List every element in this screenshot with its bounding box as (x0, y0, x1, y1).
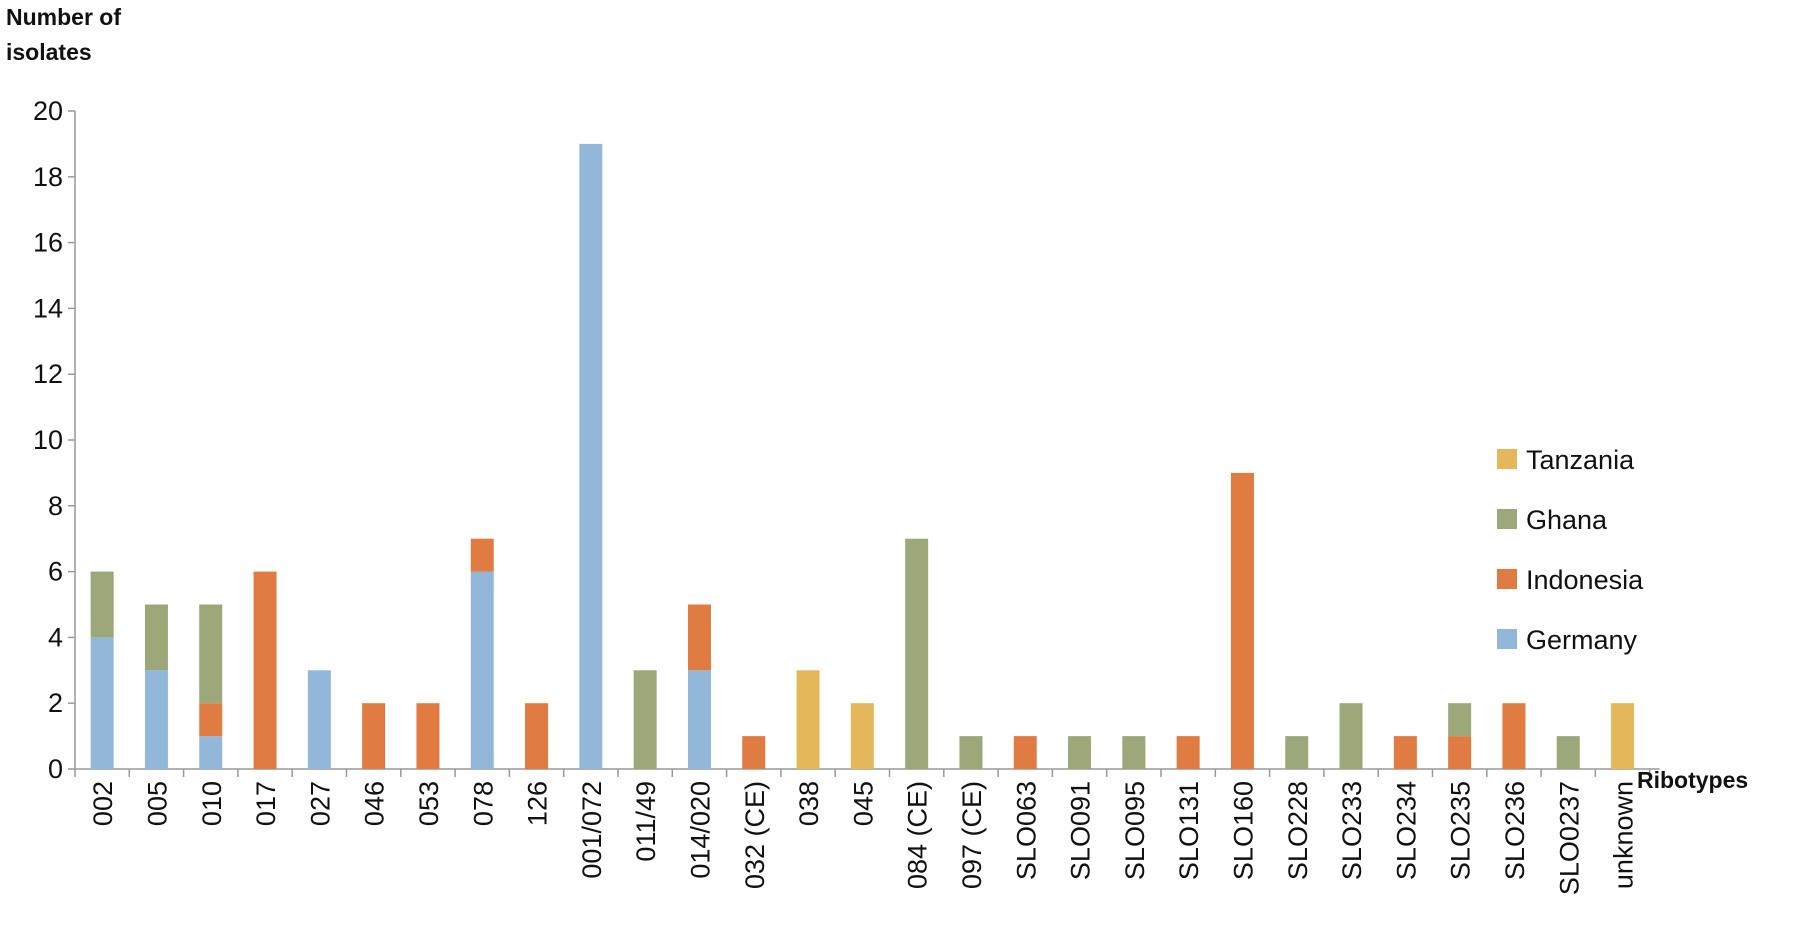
x-tick-label: 014/020 (685, 781, 715, 879)
y-tick-label: 18 (33, 162, 63, 192)
y-tick-label: 20 (33, 96, 63, 126)
y-tick-label: 14 (33, 293, 63, 323)
y-tick-label: 6 (48, 557, 63, 587)
legend-swatch (1497, 629, 1517, 649)
bar-segment (1611, 703, 1635, 769)
x-axis-title: Ribotypes (1637, 767, 1748, 793)
bar-segment (307, 670, 331, 769)
bar-segment (687, 670, 711, 769)
x-tick-label: SLO235 (1446, 781, 1476, 880)
bar-segment (144, 604, 168, 671)
x-tick-label: SLO0237 (1554, 781, 1584, 895)
y-tick-label: 4 (48, 622, 63, 652)
bar-segment (1556, 736, 1580, 769)
bar-segment (1230, 472, 1254, 769)
x-tick-label: 097 (CE) (957, 781, 987, 889)
bar-segment (633, 670, 657, 769)
bar-segment (199, 703, 223, 737)
x-tick-label: 005 (142, 781, 172, 826)
bar-segment (1122, 736, 1146, 769)
bar-segment (850, 703, 874, 769)
x-tick-label: SLO228 (1283, 781, 1313, 880)
legend-swatch (1497, 569, 1517, 589)
bar-segment (416, 703, 440, 769)
bar-segment (1068, 736, 1092, 769)
bar-segment (525, 703, 549, 769)
x-tick-label: SLO063 (1011, 781, 1041, 880)
bar-segment (959, 736, 983, 769)
bar-segment (253, 571, 277, 769)
bar-segment (796, 670, 820, 769)
bar-segment (1502, 703, 1526, 769)
y-tick-label: 8 (48, 491, 63, 521)
bar-segment (579, 143, 603, 769)
bar-segment (1448, 703, 1472, 737)
x-tick-label: SLO131 (1174, 781, 1204, 880)
legend-label: Ghana (1526, 505, 1608, 535)
x-tick-label: 084 (CE) (903, 781, 933, 889)
x-tick-label: 011/49 (631, 781, 661, 862)
y-tick-label: 16 (33, 228, 63, 258)
bar-segment (742, 736, 766, 769)
x-tick-label: SLO236 (1500, 781, 1530, 880)
x-tick-label: 002 (88, 781, 118, 826)
legend-label: Indonesia (1526, 565, 1644, 595)
bar-segment (1393, 736, 1417, 769)
bar-segment (362, 703, 386, 769)
legend-label: Tanzania (1526, 445, 1635, 475)
legend-label: Germany (1526, 625, 1638, 655)
y-tick-label: 0 (48, 754, 63, 784)
bar-segment (1448, 736, 1472, 769)
bar-segment (199, 604, 223, 704)
bar-segment (1285, 736, 1309, 769)
x-tick-label: 045 (848, 781, 878, 826)
x-tick-label: 038 (794, 781, 824, 826)
bar-segment (144, 670, 168, 769)
x-tick-label: 027 (305, 781, 335, 826)
x-tick-label: 078 (468, 781, 498, 826)
x-tick-label: SLO160 (1228, 781, 1258, 880)
x-tick-label: SLO234 (1391, 781, 1421, 880)
x-tick-label: 017 (251, 781, 281, 826)
y-tick-label: 2 (48, 688, 63, 718)
bar-segment (1176, 736, 1200, 769)
y-axis-title: Number of isolates (6, 4, 121, 65)
x-tick-label: unknown (1609, 781, 1639, 889)
bar-segment (199, 736, 223, 769)
y-tick-label: 12 (33, 359, 63, 389)
bar-segment (90, 637, 114, 769)
bar-segment (905, 538, 929, 769)
x-tick-label: 001/072 (577, 781, 607, 879)
x-tick-label: 032 (CE) (740, 781, 770, 889)
x-tick-label: SLO095 (1120, 781, 1150, 880)
y-tick-label: 10 (33, 425, 63, 455)
bar-segment (470, 538, 494, 572)
x-tick-label: 046 (360, 781, 390, 826)
x-tick-label: SLO091 (1066, 781, 1096, 880)
legend-swatch (1497, 449, 1517, 469)
bar-segment (470, 571, 494, 769)
bar-segment (90, 571, 114, 638)
x-tick-label: 126 (523, 781, 553, 826)
bar-segment (1013, 736, 1037, 769)
bar-segment (1339, 703, 1363, 769)
x-tick-label: 010 (197, 781, 227, 826)
x-tick-label: SLO233 (1337, 781, 1367, 880)
x-tick-label: 053 (414, 781, 444, 826)
bar-segment (687, 604, 711, 671)
legend-swatch (1497, 509, 1517, 529)
